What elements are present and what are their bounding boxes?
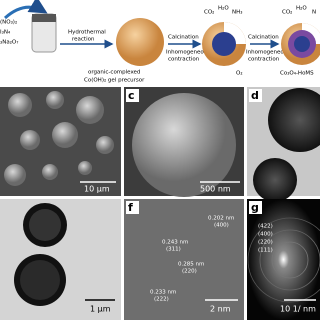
step-label: contraction (168, 57, 200, 63)
gas: CO₂ (204, 10, 214, 16)
reagent: I₃N₄ (0, 30, 11, 36)
scale-label: 1 μm (90, 305, 111, 314)
panel-c: c 500 nm (124, 87, 244, 197)
precursor-label: organic-complexed (88, 70, 140, 76)
gas: H₂O (218, 6, 229, 12)
ring-label: (422) (258, 224, 273, 230)
panel-label: g (251, 201, 259, 214)
step-label: contraction (248, 57, 280, 63)
fringe-label: 0.233 nm (150, 290, 176, 296)
product-label: Co₃O₄-HoMS (280, 71, 314, 77)
precursor-label: Co(OH)₂ gel precursor (84, 78, 145, 84)
fringe-label: (400) (214, 223, 229, 229)
step-label: Inhomogeneous (166, 50, 210, 56)
panel-f: f 0.202 nm (400) 0.243 nm (311) 0.285 nm… (124, 199, 244, 320)
scheme: (NO₃)₂ I₃N₄ ₃Na₂O₇ Hydrothermal reaction… (0, 0, 320, 84)
step-label: Calcination (248, 35, 279, 41)
step-label: Calcination (168, 35, 199, 41)
gas: N (312, 10, 316, 16)
reagent: ₃Na₂O₇ (0, 40, 18, 46)
step-label: reaction (72, 37, 95, 43)
panel-d: d (247, 87, 320, 202)
fringe-label: (311) (166, 247, 181, 253)
scale-label: 2 nm (210, 305, 231, 314)
panel-e: 1 μm (0, 199, 121, 320)
scale-label: 10 μm (84, 185, 110, 194)
fringe-label: 0.285 nm (178, 262, 204, 268)
step-label: Hydrothermal (68, 30, 106, 36)
scale-label: 10 1/ nm (280, 305, 316, 314)
ring-label: (111) (258, 248, 273, 254)
ring-label: (220) (258, 240, 273, 246)
fringe-label: 0.243 nm (162, 240, 188, 246)
gas: H₂O (296, 6, 307, 12)
fringe-label: 0.202 nm (208, 216, 234, 222)
panel-g: g (422) (400) (220) (111) 10 1/ nm (247, 199, 320, 320)
scale-label: 500 nm (200, 185, 231, 194)
fringe-label: (222) (154, 297, 169, 303)
fringe-label: (220) (182, 269, 197, 275)
panel-label: d (251, 89, 259, 102)
gas: NH₃ (232, 10, 242, 16)
panel-label: c (128, 89, 135, 102)
panel-label: f (128, 201, 133, 214)
reagent: (NO₃)₂ (0, 20, 17, 26)
panel-a: 10 μm (0, 87, 121, 196)
gas: O₂ (236, 71, 243, 77)
step-label: Inhomogeneous (246, 50, 290, 56)
ring-label: (400) (258, 232, 273, 238)
gas: CO₂ (282, 10, 292, 16)
